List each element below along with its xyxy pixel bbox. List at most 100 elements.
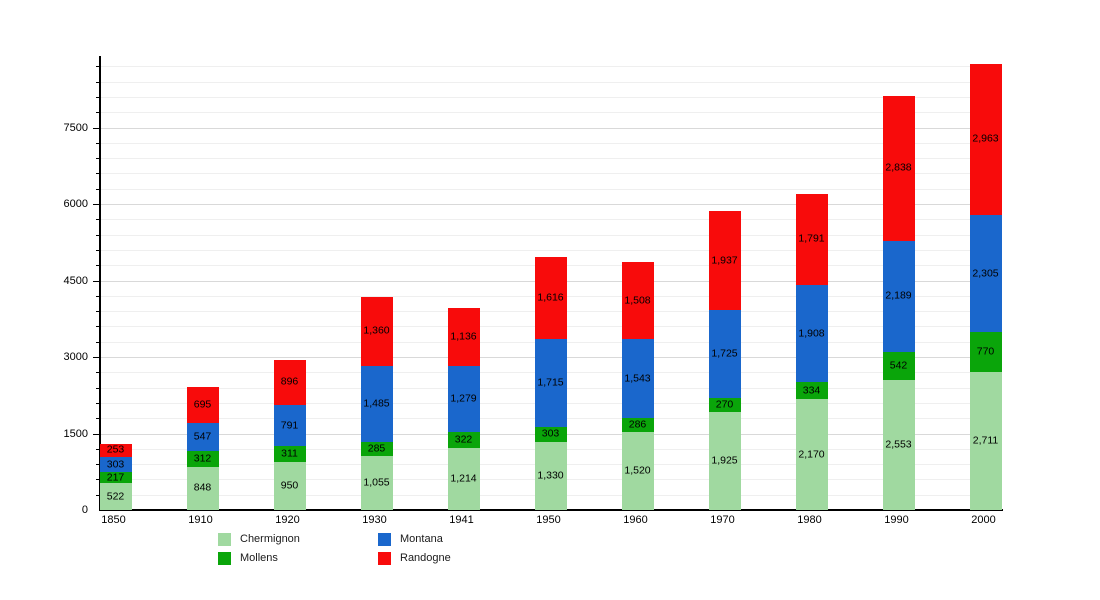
bar-segment-1960-montana: 1,543	[621, 339, 654, 418]
bar-segment-2000-chermignon: 2,711	[969, 371, 1002, 510]
bar-segment-1930-montana: 1,485	[360, 365, 393, 442]
bar-value-label: 2,838	[885, 161, 912, 174]
x-axis-label: 1950	[536, 514, 561, 526]
y-axis-minor-tick	[96, 341, 100, 343]
x-axis-label: 1990	[884, 514, 909, 526]
legend-swatch-chermignon	[218, 533, 231, 546]
bar-value-label: 1,055	[363, 476, 390, 489]
y-axis-label: 6000	[63, 198, 88, 210]
x-axis-label: 1920	[275, 514, 300, 526]
bar-value-label: 1,279	[450, 392, 477, 405]
bar-segment-1950-mollens: 303	[534, 426, 567, 443]
bar-segment-1990-mollens: 542	[882, 352, 915, 380]
y-axis-minor-tick	[96, 66, 100, 68]
minor-gridline	[100, 219, 1002, 221]
bar-segment-1910-mollens: 312	[186, 450, 219, 467]
y-axis-minor-tick	[96, 464, 100, 466]
bar-segment-1980-montana: 1,908	[795, 284, 828, 383]
y-axis-label: 0	[81, 504, 88, 516]
minor-gridline	[100, 188, 1002, 190]
bar-segment-1941-mollens: 322	[447, 431, 480, 449]
bar-value-label: 270	[715, 398, 734, 411]
x-axis-label: 1970	[710, 514, 735, 526]
y-axis-minor-tick	[96, 448, 100, 450]
bar-value-label: 848	[193, 481, 212, 494]
y-axis-minor-tick	[96, 479, 100, 481]
bar-value-label: 770	[976, 345, 995, 358]
y-axis-major-tick	[93, 357, 100, 358]
minor-gridline	[100, 158, 1002, 160]
bar-value-label: 1,925	[711, 454, 738, 467]
bar-value-label: 1,616	[537, 291, 564, 304]
y-axis-minor-tick	[96, 81, 100, 83]
y-axis-minor-tick	[96, 173, 100, 175]
x-axis-label: 2000	[971, 514, 996, 526]
bar-value-label: 1,937	[711, 254, 738, 267]
bar-value-label: 1,214	[450, 472, 477, 485]
minor-gridline	[100, 81, 1002, 83]
bar-segment-1941-randogne: 1,136	[447, 308, 480, 367]
bar-segment-1910-randogne: 695	[186, 387, 219, 423]
bar-value-label: 217	[106, 471, 125, 484]
y-axis-minor-tick	[96, 402, 100, 404]
bar-segment-1980-mollens: 334	[795, 382, 828, 400]
y-axis-minor-tick	[96, 326, 100, 328]
y-axis-major-tick	[93, 280, 100, 282]
bar-segment-1930-chermignon: 1,055	[360, 456, 393, 510]
bar-segment-1920-randogne: 896	[273, 359, 306, 406]
minor-gridline	[100, 234, 1002, 236]
bar-segment-1970-randogne: 1,937	[708, 211, 741, 311]
y-axis-minor-tick	[96, 249, 100, 251]
bar-value-label: 1,908	[798, 327, 825, 340]
bar-segment-1920-chermignon: 950	[273, 461, 306, 510]
bar-segment-1960-mollens: 286	[621, 417, 654, 433]
bar-value-label: 791	[280, 419, 299, 431]
minor-gridline	[100, 96, 1002, 98]
bar-value-label: 542	[889, 359, 908, 372]
y-axis-minor-tick	[96, 265, 100, 267]
minor-gridline	[100, 173, 1002, 175]
bar-segment-1950-chermignon: 1,330	[534, 442, 567, 510]
bar-segment-1970-mollens: 270	[708, 398, 741, 412]
bar-value-label: 1,485	[363, 397, 390, 410]
bar-value-label: 2,305	[972, 267, 999, 280]
bar-segment-1960-chermignon: 1,520	[621, 432, 654, 510]
y-axis-minor-tick	[96, 142, 100, 144]
bar-segment-1941-chermignon: 1,214	[447, 448, 480, 510]
x-axis-label: 1980	[797, 514, 822, 526]
bar-value-label: 2,189	[885, 289, 912, 302]
bar-value-label: 695	[193, 398, 212, 411]
y-axis	[99, 56, 101, 511]
y-axis-minor-tick	[96, 387, 100, 389]
bar-segment-1970-chermignon: 1,925	[708, 411, 741, 510]
legend-swatch-mollens	[218, 552, 231, 565]
bar-value-label: 1,715	[537, 376, 564, 389]
bar-segment-1980-chermignon: 2,170	[795, 399, 828, 510]
y-axis-minor-tick	[96, 158, 100, 160]
y-axis-minor-tick	[96, 112, 100, 114]
legend-label-montana: Montana	[400, 533, 443, 545]
bar-value-label: 334	[802, 384, 821, 397]
y-axis-minor-tick	[96, 219, 100, 221]
y-axis-minor-tick	[96, 96, 100, 98]
bar-segment-1850-mollens: 217	[99, 472, 132, 484]
bar-value-label: 1,136	[450, 330, 477, 343]
x-axis-label: 1960	[623, 514, 648, 526]
y-axis-minor-tick	[96, 311, 100, 313]
bar-segment-1950-randogne: 1,616	[534, 256, 567, 340]
legend-label-chermignon: Chermignon	[240, 533, 300, 545]
x-axis-label: 1850	[101, 514, 126, 526]
bar-value-label: 2,711	[972, 434, 999, 447]
bar-segment-1850-montana: 303	[99, 456, 132, 473]
bar-value-label: 2,553	[885, 438, 912, 451]
bar-value-label: 896	[280, 375, 299, 388]
bar-segment-1850-randogne: 253	[99, 443, 132, 457]
bar-segment-1920-montana: 791	[273, 405, 306, 446]
bar-value-label: 1,725	[711, 347, 738, 360]
y-axis-label: 4500	[63, 274, 88, 287]
minor-gridline	[100, 249, 1002, 251]
legend-swatch-montana	[378, 533, 391, 546]
bar-value-label: 1,330	[537, 469, 564, 482]
bar-value-label: 1,791	[798, 232, 825, 245]
